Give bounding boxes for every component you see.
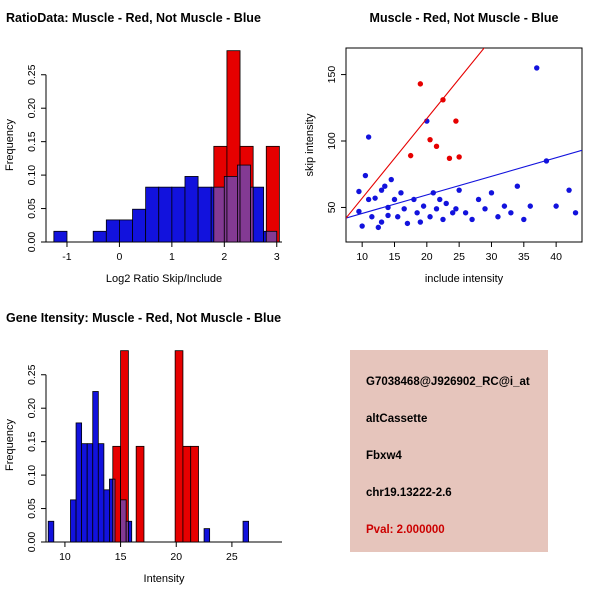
pval-text: Pval: 2.000000	[366, 524, 445, 536]
points-muscle	[407, 81, 462, 161]
svg-text:20: 20	[421, 251, 433, 263]
gene-symbol: Fbxw4	[366, 450, 402, 462]
y-axis-label: Frequency	[4, 119, 16, 171]
svg-text:0.05: 0.05	[26, 498, 38, 519]
bars-muscle	[112, 350, 199, 543]
genomic-location: chr19.13222-2.6	[366, 487, 452, 499]
svg-text:50: 50	[326, 201, 338, 213]
gene-histogram-panel: Gene Itensity: Muscle - Red, Not Muscle …	[4, 311, 282, 585]
svg-text:0.15: 0.15	[26, 131, 38, 152]
svg-text:0.05: 0.05	[26, 198, 38, 219]
svg-text:0.25: 0.25	[26, 64, 38, 85]
svg-text:0.20: 0.20	[26, 98, 38, 119]
svg-text:25: 25	[226, 551, 238, 563]
svg-text:0.10: 0.10	[26, 465, 38, 486]
points-not-muscle	[356, 65, 579, 231]
info-panel: G7038468@J926902_RC@i_at altCassette Fbx…	[300, 300, 600, 600]
fit-line-muscle	[346, 48, 485, 219]
probe-id: G7038468@J926902_RC@i_at	[366, 376, 530, 388]
x-axis: 10 15 20 25 30 35 40	[346, 241, 582, 263]
svg-text:3: 3	[274, 251, 280, 263]
svg-text:25: 25	[453, 251, 465, 263]
ratio-histogram-panel: RatioData: Muscle - Red, Not Muscle - Bl…	[4, 11, 282, 285]
svg-text:10: 10	[59, 551, 71, 563]
y-axis: 0.00 0.05 0.10 0.15 0.20 0.25	[26, 64, 47, 253]
splice-event-type: altCassette	[366, 413, 428, 425]
fit-line-not-muscle	[346, 149, 582, 219]
y-axis-label: skip intensity	[304, 113, 316, 176]
scatter-panel: Muscle - Red, Not Muscle - Blue 10 15 20 25 3…	[304, 11, 583, 285]
x-axis-label: include intensity	[425, 273, 504, 285]
svg-text:150: 150	[326, 66, 338, 84]
svg-text:1: 1	[169, 251, 175, 263]
svg-text:10: 10	[356, 251, 368, 263]
bars-overlap	[112, 478, 129, 543]
x-axis-label: Log2 Ratio Skip/Include	[106, 273, 222, 285]
svg-text:0.25: 0.25	[26, 364, 38, 385]
svg-text:20: 20	[170, 551, 182, 563]
chart-title: RatioData: Muscle - Red, Not Muscle - Bl…	[6, 11, 261, 25]
chart-title: Gene Itensity: Muscle - Red, Not Muscle …	[6, 311, 281, 325]
svg-text:-1: -1	[62, 251, 71, 263]
y-axis: 0.00 0.05 0.10 0.15 0.20 0.25	[26, 364, 47, 553]
plot-box	[345, 47, 583, 243]
svg-text:2: 2	[221, 251, 227, 263]
svg-text:0.10: 0.10	[26, 165, 38, 186]
svg-text:0.00: 0.00	[26, 532, 38, 553]
x-axis-label: Intensity	[144, 573, 185, 585]
bars-overlap	[213, 164, 278, 243]
svg-text:30: 30	[486, 251, 498, 263]
x-axis: 10 15 20 25	[46, 541, 282, 563]
bars-not-muscle	[47, 391, 250, 543]
svg-text:40: 40	[550, 251, 562, 263]
chart-title: Muscle - Red, Not Muscle - Blue	[370, 11, 559, 25]
svg-text:0: 0	[117, 251, 123, 263]
y-axis-label: Frequency	[4, 419, 16, 471]
svg-text:0.15: 0.15	[26, 431, 38, 452]
svg-text:0.00: 0.00	[26, 232, 38, 253]
svg-text:15: 15	[115, 551, 127, 563]
y-axis: 50 100 150	[326, 66, 347, 213]
svg-text:15: 15	[389, 251, 401, 263]
info-box: G7038468@J926902_RC@i_at altCassette Fbx…	[350, 350, 548, 552]
x-axis: -1 0 1 2 3	[46, 241, 282, 263]
svg-text:100: 100	[326, 132, 338, 150]
svg-text:35: 35	[518, 251, 530, 263]
svg-text:0.20: 0.20	[26, 398, 38, 419]
